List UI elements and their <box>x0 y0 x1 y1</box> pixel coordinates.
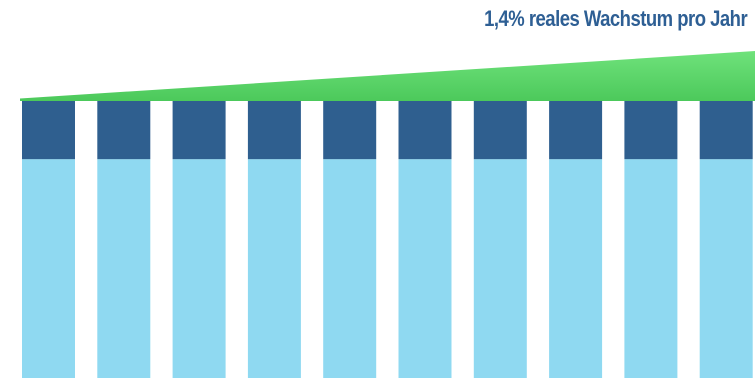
bar-7-top-segment <box>473 101 527 160</box>
bar-1-top-segment <box>22 101 75 160</box>
bar-6-top-segment <box>398 101 452 160</box>
bar-8-top-segment <box>549 101 603 160</box>
bar-4-base-segment <box>247 159 301 378</box>
bar-1-base-segment <box>22 159 75 378</box>
bar-6-base-segment <box>398 159 452 378</box>
bar-7-base-segment <box>473 159 527 378</box>
bar-9-base-segment <box>624 159 678 378</box>
bar-9-top-segment <box>624 101 678 160</box>
bar-10-base-segment <box>699 159 753 378</box>
bar-5-top-segment <box>323 101 377 160</box>
bar-5-base-segment <box>323 159 377 378</box>
bar-2-top-segment <box>97 101 151 160</box>
bar-2-base-segment <box>97 159 151 378</box>
growth-band <box>20 51 755 101</box>
bar-3-base-segment <box>172 159 226 378</box>
bars-group <box>22 101 753 378</box>
bar-4-top-segment <box>247 101 301 160</box>
bar-3-top-segment <box>172 101 226 160</box>
chart-title: 1,4% reales Wachstum pro Jahr <box>483 6 748 31</box>
bar-8-base-segment <box>549 159 603 378</box>
bar-10-top-segment <box>699 101 753 160</box>
